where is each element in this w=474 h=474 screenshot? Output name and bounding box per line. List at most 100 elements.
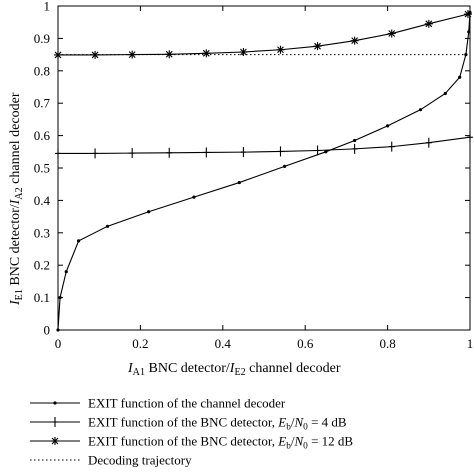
legend-entry-exit-function-of-the-bnc-detector-e-b-n-0-12-db-label-part: = 12 dB <box>308 434 354 449</box>
series-exit-function-of-the-bnc-detector-e-b-n-0-12-db-line <box>58 13 469 56</box>
series-exit-function-of-the-channel-decoder-point <box>192 195 196 199</box>
x-axis-label-part: channel decoder <box>246 361 341 376</box>
series-exit-function-of-the-channel-decoder-point <box>324 150 328 154</box>
series-exit-function-of-the-channel-decoder-point <box>105 224 110 228</box>
series-exit-function-of-the-bnc-detector-e-b-n-0-4-db-line <box>58 136 471 154</box>
series-exit-function-of-the-bnc-detector-e-b-n-0-12-db-point-d <box>425 20 433 28</box>
x-axis-label-part: E2 <box>234 367 245 378</box>
y-tick-label: 0.4 <box>34 193 51 208</box>
x-tick-label: 0.4 <box>215 336 232 351</box>
legend-entry-exit-function-of-the-channel-decoder-label-part: EXIT function of the channel decoder <box>88 396 286 411</box>
series-exit-function-of-the-bnc-detector-e-b-n-0-12-db-point-d <box>351 37 359 45</box>
series-exit-function-of-the-bnc-detector-e-b-n-0-12-db-point-d <box>464 10 472 18</box>
series-exit-function-of-the-channel-decoder-point <box>443 91 447 96</box>
legend-entry-exit-function-of-the-bnc-detector-e-b-n-0-12-db-label-part: 0 <box>303 442 308 452</box>
series-exit-function-of-the-channel-decoder-point <box>237 180 241 185</box>
series-exit-function-of-the-channel-decoder-point <box>353 138 357 143</box>
legend-entry-exit-function-of-the-bnc-detector-e-b-n-0-4-db: EXIT function of the BNC detector, Eb/N0… <box>30 415 347 433</box>
series-exit-function-of-the-channel-decoder-point <box>147 210 151 214</box>
series-exit-function-of-the-bnc-detector-e-b-n-0-4-db-point <box>92 148 99 159</box>
series-exit-function-of-the-channel-decoder-point <box>464 53 468 57</box>
series-exit-function-of-the-channel-decoder-point <box>386 124 390 128</box>
legend: EXIT function of the channel decoder EXIT… <box>30 396 353 468</box>
series-exit-function-of-the-bnc-detector-e-b-n-0-12-db-point <box>424 19 433 28</box>
series-exit-function-of-the-channel-decoder-point <box>418 108 423 112</box>
series-exit-function-of-the-bnc-detector-e-b-n-0-4-db-point <box>388 141 395 152</box>
legend-entry-exit-function-of-the-bnc-detector-e-b-n-0-12-db-marker <box>51 437 59 445</box>
y-axis-label-part: channel decoder <box>8 92 23 187</box>
plot-area: 0 0.2 0.4 0.6 0.8 1 0 0.1 0.2 0.3 0.4 0.5 0.6 0.7 0.8 0… <box>8 0 473 378</box>
legend-entry-exit-function-of-the-channel-decoder: EXIT function of the channel decoder <box>30 396 286 411</box>
series-exit-function-of-the-bnc-detector-e-b-n-0-12-db-point-d <box>388 30 396 37</box>
y-axis-label-part: E1 <box>14 289 25 300</box>
series-exit-function-of-the-bnc-detector-e-b-n-0-4-db-point <box>166 147 173 158</box>
legend-entry-exit-function-of-the-bnc-detector-e-b-n-0-12-db-label-part: E <box>277 434 286 449</box>
y-tick-label: 1 <box>44 0 51 14</box>
x-axis-label-part: BNC detector/ <box>145 361 230 376</box>
legend-entry-exit-function-of-the-bnc-detector-e-b-n-0-12-db-label-part: N <box>293 434 304 449</box>
y-tick-label: 0.6 <box>34 128 51 143</box>
y-tick-label: 0.5 <box>34 161 50 176</box>
x-tick-label: 0.2 <box>132 336 148 351</box>
y-axis-label-part: I <box>8 299 23 306</box>
legend-entry-decoding-trajectory: Decoding trajectory <box>30 453 192 468</box>
y-tick-label: 0.9 <box>34 31 50 46</box>
legend-entry-decoding-trajectory-label-part: Decoding trajectory <box>88 453 192 468</box>
series-exit-function-of-the-bnc-detector-e-b-n-0-12-db-point <box>202 49 211 58</box>
x-tick-label: 1 <box>467 336 474 351</box>
y-axis-label-part: A2 <box>14 187 25 199</box>
series-exit-function-of-the-channel-decoder <box>56 10 472 332</box>
series-exit-function-of-the-bnc-detector-e-b-n-0-4-db-point <box>277 146 284 157</box>
x-tick-label: 0.8 <box>379 336 395 351</box>
series-exit-function-of-the-bnc-detector-e-b-n-0-12-db <box>54 10 472 59</box>
legend-entry-exit-function-of-the-bnc-detector-e-b-n-0-4-db-label-part: EXIT function of the BNC detector, <box>88 415 278 430</box>
y-axis-label-part: I <box>8 198 23 205</box>
series-exit-function-of-the-bnc-detector-e-b-n-0-12-db-point-d <box>314 42 321 50</box>
y-tick-label: 0 <box>44 323 51 338</box>
series-exit-function-of-the-bnc-detector-e-b-n-0-12-db-point-d <box>277 46 284 54</box>
legend-entry-exit-function-of-the-bnc-detector-e-b-n-0-12-db-label-part: b <box>286 442 291 452</box>
y-tick-label: 0.3 <box>34 225 50 240</box>
y-axis-label: IE1 BNC detector/IA2 channel decoder <box>8 92 25 306</box>
legend-entry-exit-function-of-the-bnc-detector-e-b-n-0-4-db-label-part: b <box>286 423 291 433</box>
x-axis-label-part: I <box>229 361 236 376</box>
series-exit-function-of-the-channel-decoder-point <box>283 164 287 168</box>
series-exit-function-of-the-channel-decoder-point <box>56 328 60 332</box>
legend-entry-exit-function-of-the-bnc-detector-e-b-n-0-4-db-marker <box>52 417 58 427</box>
legend-entry-exit-function-of-the-channel-decoder-label: EXIT function of the channel decoder <box>88 396 286 411</box>
legend-entry-exit-function-of-the-bnc-detector-e-b-n-0-12-db-label-part: EXIT function of the BNC detector, <box>88 434 278 449</box>
x-tick-label: 0.6 <box>297 336 314 351</box>
series-exit-function-of-the-channel-decoder-point <box>77 239 81 243</box>
series-exit-function-of-the-channel-decoder-line <box>57 12 471 331</box>
legend-entry-exit-function-of-the-bnc-detector-e-b-n-0-4-db-label-part: N <box>293 415 304 430</box>
series-exit-function-of-the-channel-decoder-point <box>58 296 62 300</box>
series-exit-function-of-the-channel-decoder-point <box>467 30 471 34</box>
series-exit-function-of-the-bnc-detector-e-b-n-0-4-db-point <box>425 137 432 148</box>
series-exit-function-of-the-bnc-detector-e-b-n-0-12-db-point-d <box>165 50 173 58</box>
series-exit-function-of-the-bnc-detector-e-b-n-0-4-db-point <box>314 145 321 156</box>
series-exit-function-of-the-bnc-detector-e-b-n-0-12-db-point <box>276 45 285 54</box>
y-tick-label: 0.1 <box>34 290 50 305</box>
y-tick-label: 0.2 <box>34 258 50 273</box>
series-exit-function-of-the-bnc-detector-e-b-n-0-4-db-point <box>203 147 210 158</box>
legend-entry-exit-function-of-the-bnc-detector-e-b-n-0-4-db-label-part: E <box>277 415 286 430</box>
x-axis-label-part: A1 <box>133 367 145 378</box>
series-exit-function-of-the-bnc-detector-e-b-n-0-12-db-point-d <box>240 48 247 56</box>
legend-entry-exit-function-of-the-bnc-detector-e-b-n-0-4-db-label-part: 0 <box>303 423 308 433</box>
legend-entry-exit-function-of-the-bnc-detector-e-b-n-0-4-db-label-part: = 4 dB <box>308 415 347 430</box>
series-exit-function-of-the-bnc-detector-e-b-n-0-12-db-point <box>463 10 472 19</box>
y-tick-label: 0.7 <box>34 96 51 111</box>
legend-entry-exit-function-of-the-bnc-detector-e-b-n-0-12-db-label: EXIT function of the BNC detector, Eb/N0… <box>88 434 353 452</box>
legend-entry-exit-function-of-the-channel-decoder-marker <box>53 401 57 405</box>
series-exit-function-of-the-bnc-detector-e-b-n-0-12-db-point-d <box>128 51 136 58</box>
series-exit-function-of-the-bnc-detector-e-b-n-0-4-db-point <box>55 148 61 159</box>
series-exit-function-of-the-bnc-detector-e-b-n-0-4-db <box>55 132 473 159</box>
x-axis-label-part: I <box>127 361 134 376</box>
series-exit-function-of-the-bnc-detector-e-b-n-0-4-db-point <box>351 143 358 154</box>
series-exit-function-of-the-bnc-detector-e-b-n-0-4-db-point <box>129 148 136 159</box>
series-exit-function-of-the-channel-decoder-point <box>64 270 68 274</box>
y-tick-label: 0.8 <box>34 63 50 78</box>
series-exit-function-of-the-bnc-detector-e-b-n-0-4-db-point <box>240 147 247 158</box>
series-exit-function-of-the-bnc-detector-e-b-n-0-12-db-point <box>350 36 359 45</box>
